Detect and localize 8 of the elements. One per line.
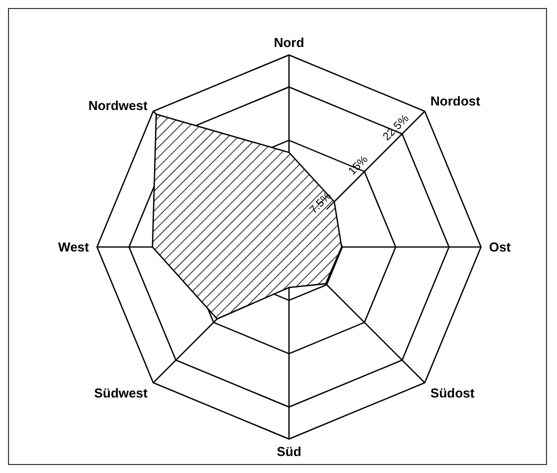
- spoke-label: Südwest: [94, 386, 148, 401]
- spoke-label: West: [58, 240, 90, 255]
- spoke-label: Südost: [430, 386, 476, 401]
- spoke-label: Ost: [489, 240, 512, 255]
- spoke-label: Nordwest: [88, 98, 148, 114]
- spoke-label: Nordost: [430, 94, 481, 109]
- spoke-label: Nord: [274, 35, 304, 50]
- spoke-label: Süd: [276, 444, 302, 460]
